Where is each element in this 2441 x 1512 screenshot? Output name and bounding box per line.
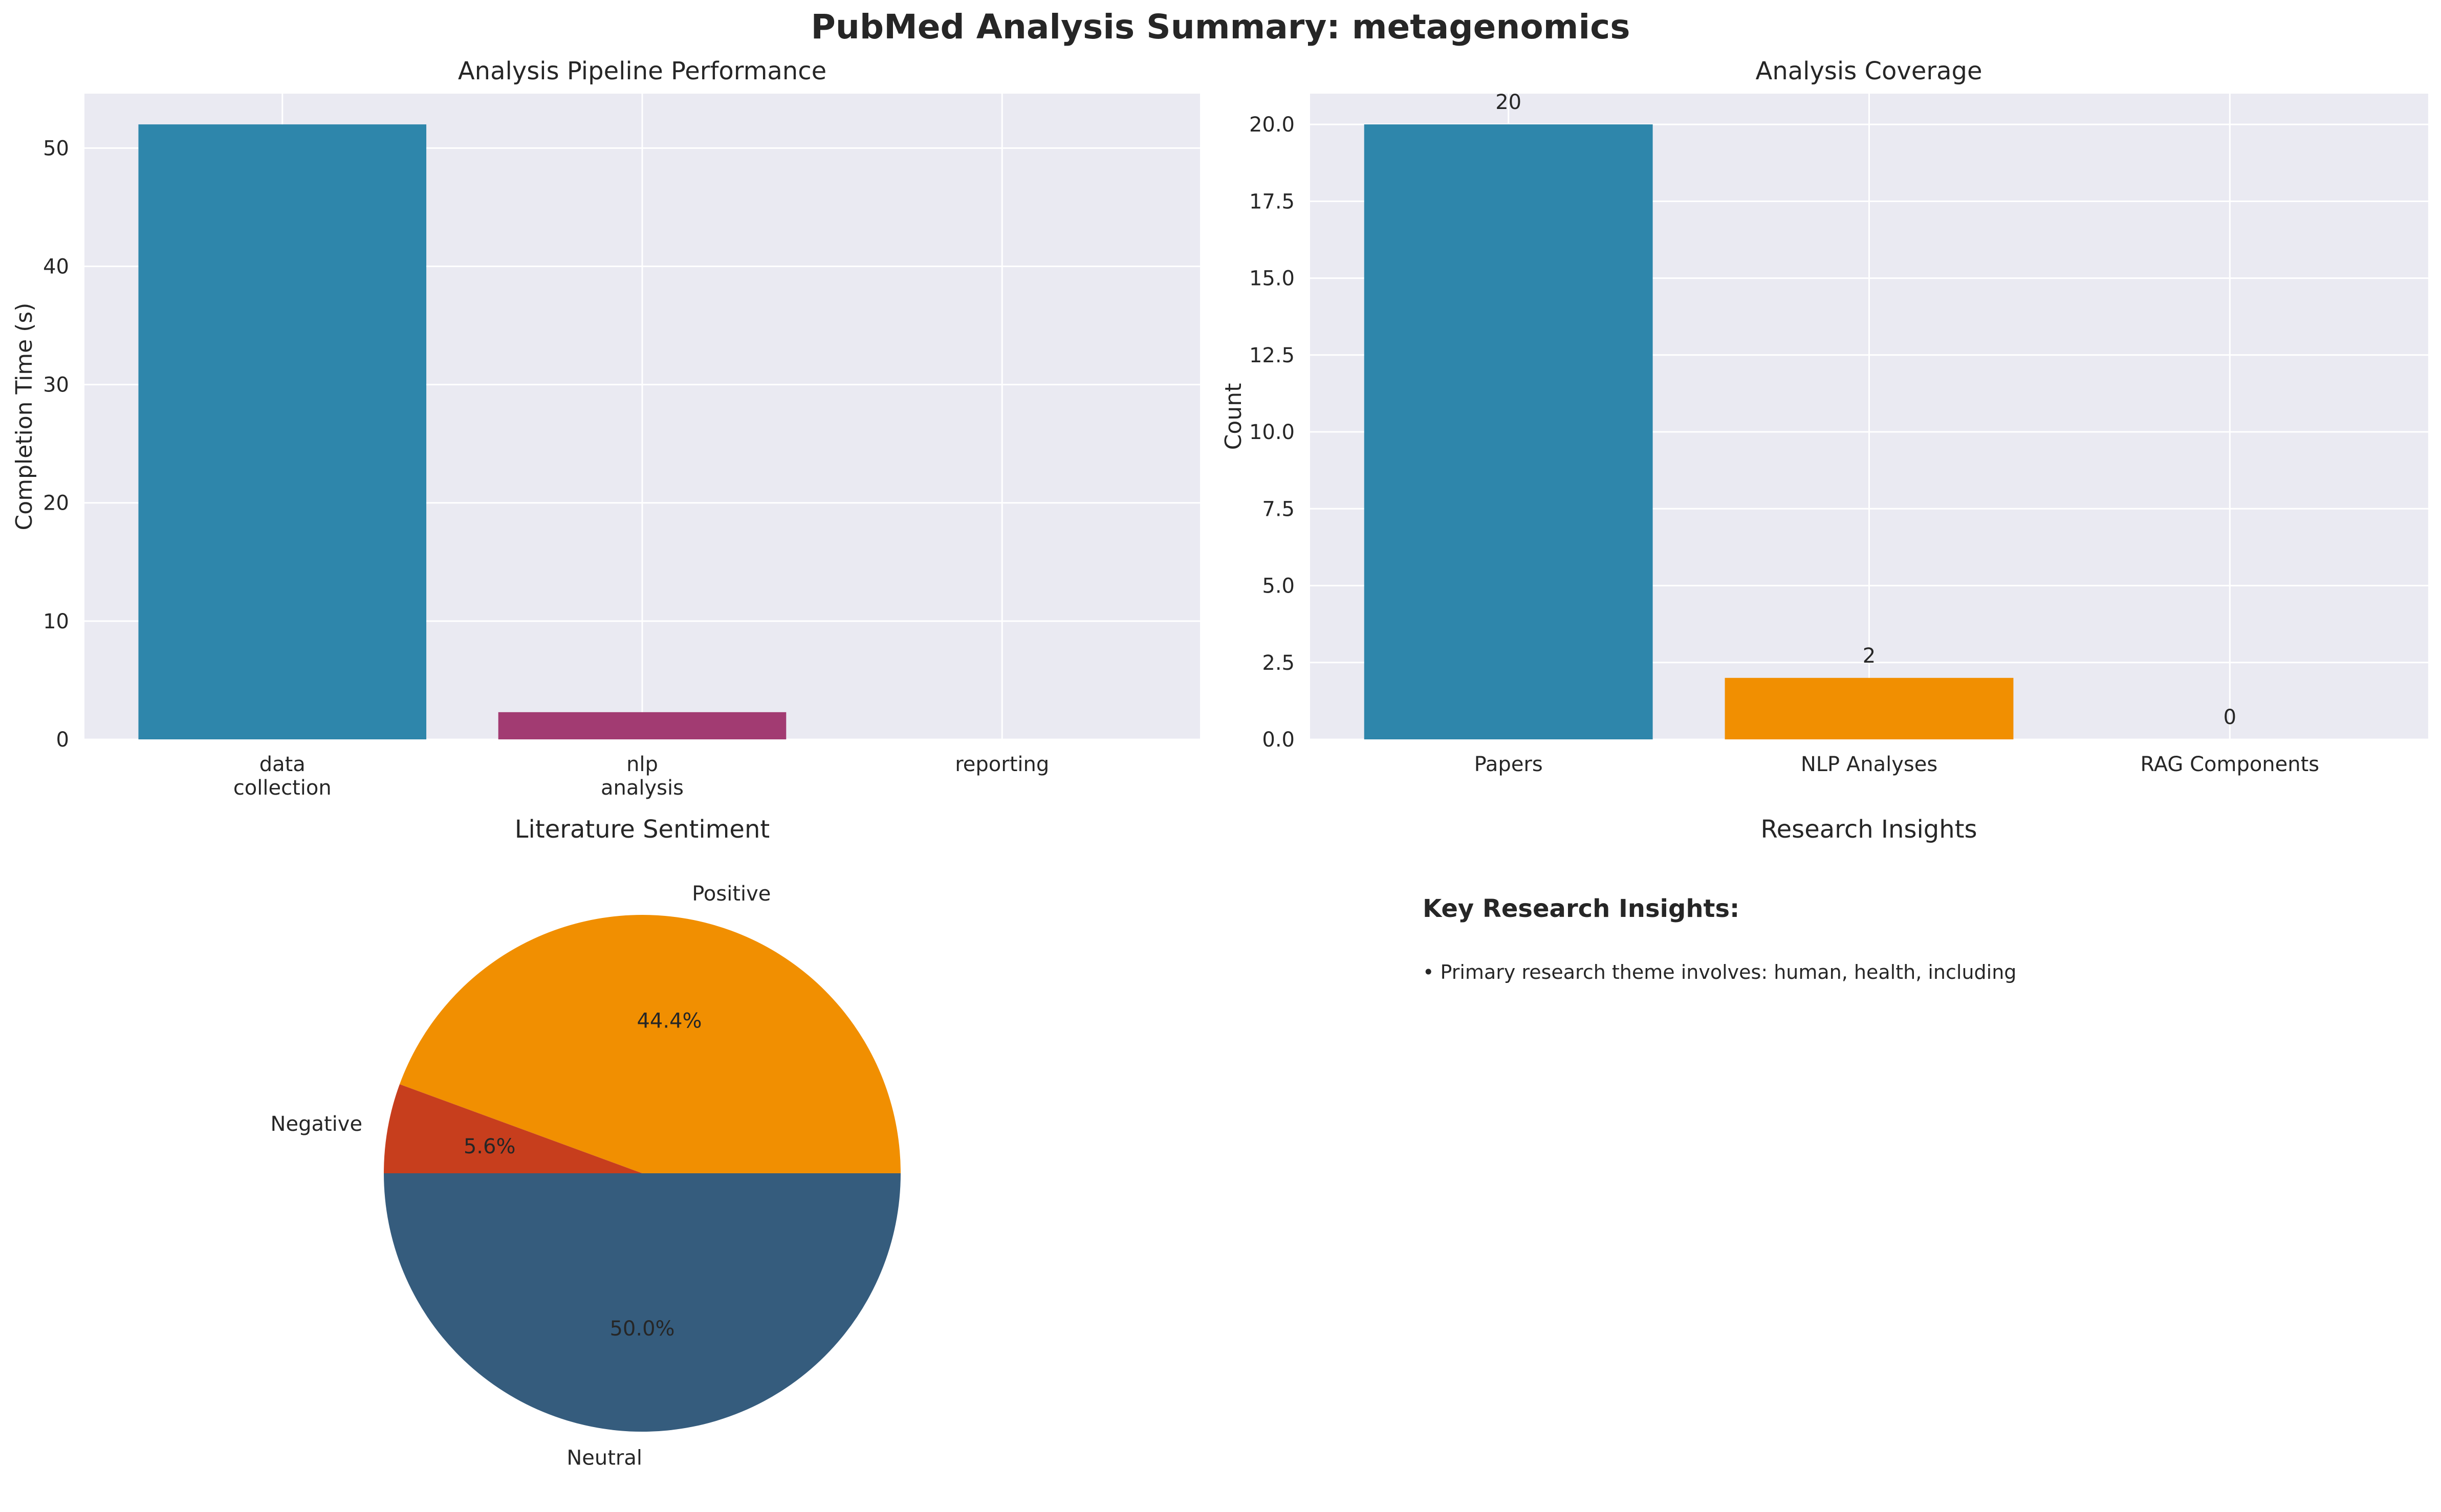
pie-pct-negative: 5.6% — [464, 1135, 516, 1158]
sentiment-slices — [384, 915, 901, 1432]
p1-y-tick-label: 40 — [43, 255, 69, 278]
p1-y-tick-label: 10 — [43, 610, 69, 633]
pie-pct-positive: 44.4% — [637, 1010, 702, 1033]
pipeline-y-ticks: 0 10 20 30 40 50 — [43, 137, 69, 752]
p2-y-tick-label: 10.0 — [1249, 421, 1295, 444]
coverage-y-axis-label: Count — [1220, 383, 1247, 450]
p2-y-tick-label: 20.0 — [1249, 113, 1295, 137]
x-tick-label-papers: Papers — [1474, 753, 1543, 776]
p2-y-tick-label: 17.5 — [1249, 190, 1295, 213]
data-label-papers: 20 — [1495, 91, 1521, 114]
p2-y-tick-label: 15.0 — [1249, 267, 1295, 291]
insights-panel-title: Research Insights — [1760, 815, 1977, 844]
p2-y-tick-label: 12.5 — [1249, 344, 1295, 367]
sentiment-chart-title: Literature Sentiment — [515, 815, 770, 844]
p1-y-tick-label: 20 — [43, 492, 69, 515]
insights-list: • Primary research theme involves: human… — [1423, 961, 2016, 983]
pie-slice-positive — [399, 915, 901, 1173]
pie-label-neutral: Neutral — [566, 1447, 642, 1470]
data-label-rag-components: 0 — [2224, 706, 2236, 729]
x-tick-label-rag-components: RAG Components — [2141, 753, 2320, 776]
coverage-chart-title: Analysis Coverage — [1756, 57, 1982, 85]
pie-label-positive: Positive — [692, 882, 771, 906]
p2-y-tick-label: 2.5 — [1262, 651, 1295, 675]
pipeline-chart-title: Analysis Pipeline Performance — [458, 57, 826, 85]
p1-y-tick-label: 30 — [43, 374, 69, 397]
pipeline-y-axis-label: Completion Time (s) — [11, 303, 37, 531]
p1-y-tick-label: 50 — [43, 137, 69, 160]
x-tick-label-data-collection: data collection — [233, 753, 332, 800]
pipeline-x-ticks: data collection nlp analysis reporting — [233, 753, 1049, 800]
bar-nlp-analyses — [1725, 677, 2014, 739]
coverage-x-ticks: Papers NLP Analyses RAG Components — [1474, 753, 2320, 776]
figure-title: PubMed Analysis Summary: metagenomics — [811, 7, 1630, 47]
p2-y-tick-label: 5.0 — [1262, 575, 1295, 598]
literature-sentiment-chart: Literature Sentiment Positive 44.4% Negati… — [271, 815, 901, 1470]
pie-slice-neutral — [384, 1173, 901, 1432]
x-tick-label-reporting: reporting — [955, 753, 1049, 776]
pie-pct-neutral: 50.0% — [609, 1317, 674, 1341]
insights-heading: Key Research Insights: — [1423, 894, 1739, 923]
pipeline-performance-chart: 0 10 20 30 40 50 data collection nlp analysis rep… — [11, 57, 1200, 800]
coverage-bars — [1364, 124, 2014, 740]
coverage-y-ticks: 0.0 2.5 5.0 7.5 10.0 12.5 15.0 17.5 20.0 — [1249, 113, 1295, 752]
research-insights-panel: Research Insights Key Research Insights:… — [1423, 815, 2016, 983]
x-tick-label-nlp-analysis: nlp analysis — [601, 753, 684, 800]
sentiment-labels: Positive 44.4% Negative 5.6% Neutral 50.0% — [271, 882, 771, 1470]
pie-slice-negative — [384, 1084, 642, 1173]
x-tick-label-nlp-analyses: NLP Analyses — [1801, 753, 1937, 776]
p2-y-tick-label: 0.0 — [1262, 728, 1295, 752]
data-label-nlp-analyses: 2 — [1863, 644, 1876, 668]
insight-item: • Primary research theme involves: human… — [1423, 961, 2016, 983]
pie-label-negative: Negative — [271, 1112, 363, 1136]
pipeline-bars — [138, 124, 787, 740]
bar-papers — [1364, 124, 1653, 740]
bar-nlp-analysis — [498, 712, 787, 739]
bar-data-collection — [138, 124, 427, 740]
p2-y-tick-label: 7.5 — [1262, 497, 1295, 521]
p1-y-tick-label: 0 — [56, 728, 69, 752]
